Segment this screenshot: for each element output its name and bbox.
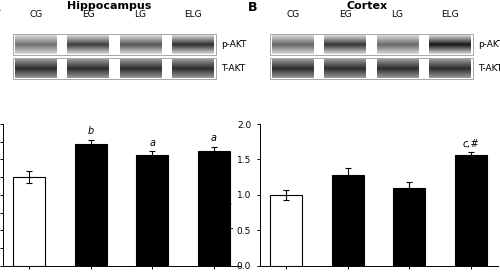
Text: T-AKT: T-AKT (478, 64, 500, 73)
Text: Cortex: Cortex (346, 1, 387, 11)
Y-axis label: p-AKT/AKT ratio: p-AKT/AKT ratio (225, 161, 234, 229)
Bar (14, 177, 46, 266)
Text: ELG: ELG (441, 10, 458, 19)
Bar (75, 144, 106, 266)
Bar (394, 188, 425, 266)
Bar (270, 34, 473, 55)
Text: T-AKT: T-AKT (221, 64, 245, 73)
Bar (12, 34, 216, 55)
Bar (12, 58, 216, 79)
Bar (198, 151, 230, 266)
Bar (270, 195, 302, 266)
Bar (270, 58, 473, 79)
Bar (454, 155, 486, 266)
Text: a: a (149, 138, 155, 148)
Text: CG: CG (286, 10, 300, 19)
Bar (136, 155, 168, 266)
Text: Hippocampus: Hippocampus (68, 1, 152, 11)
Text: p-AKT: p-AKT (478, 40, 500, 49)
Text: a: a (210, 133, 216, 144)
Bar (332, 175, 364, 266)
Text: LG: LG (134, 10, 146, 19)
Text: b: b (88, 126, 94, 136)
Text: EG: EG (82, 10, 94, 19)
Text: B: B (248, 1, 257, 14)
Text: ELG: ELG (184, 10, 202, 19)
Text: LG: LG (392, 10, 404, 19)
Text: EG: EG (339, 10, 351, 19)
Text: CG: CG (29, 10, 42, 19)
Text: c,#: c,# (462, 139, 479, 149)
Text: p-AKT: p-AKT (221, 40, 246, 49)
